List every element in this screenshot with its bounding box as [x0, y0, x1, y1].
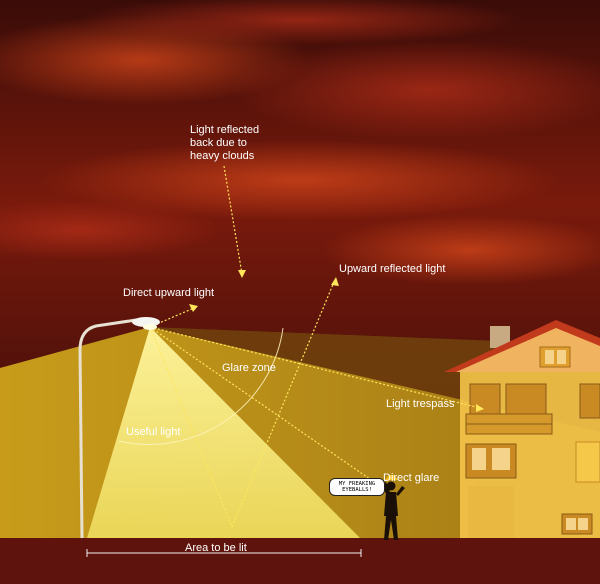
annotation-arrows — [149, 165, 481, 528]
ground — [0, 538, 600, 584]
person-silhouette — [382, 475, 405, 540]
label-clouds-line-2: back due to — [190, 137, 247, 149]
speech-bubble: MY FREAKING EYEBALLS! — [329, 478, 385, 496]
label-useful-light: Useful light — [126, 426, 181, 438]
label-upward-reflected-light: Upward reflected light — [339, 263, 446, 275]
useful-light-cone — [87, 327, 360, 538]
house — [444, 320, 600, 538]
label-clouds-line-1: Light reflected — [190, 124, 260, 136]
label-glare-zone: Glare zone — [222, 362, 276, 374]
area-measure-line — [86, 549, 362, 557]
label-clouds-reflection: Light reflected back due to heavy clouds — [190, 124, 259, 163]
label-area-to-be-lit: Area to be lit — [185, 542, 247, 554]
speech-line-2: EYEBALLS! — [342, 487, 372, 493]
clouds — [0, 0, 600, 285]
arrow-heads — [189, 270, 484, 412]
label-direct-upward-light: Direct upward light — [123, 287, 215, 299]
speech-line-1: MY FREAKING — [338, 481, 376, 487]
label-clouds-line-3: heavy clouds — [190, 150, 255, 162]
street-lamp — [78, 317, 160, 539]
label-light-trespass: Light trespass — [386, 398, 455, 410]
label-direct-glare: Direct glare — [383, 472, 440, 484]
